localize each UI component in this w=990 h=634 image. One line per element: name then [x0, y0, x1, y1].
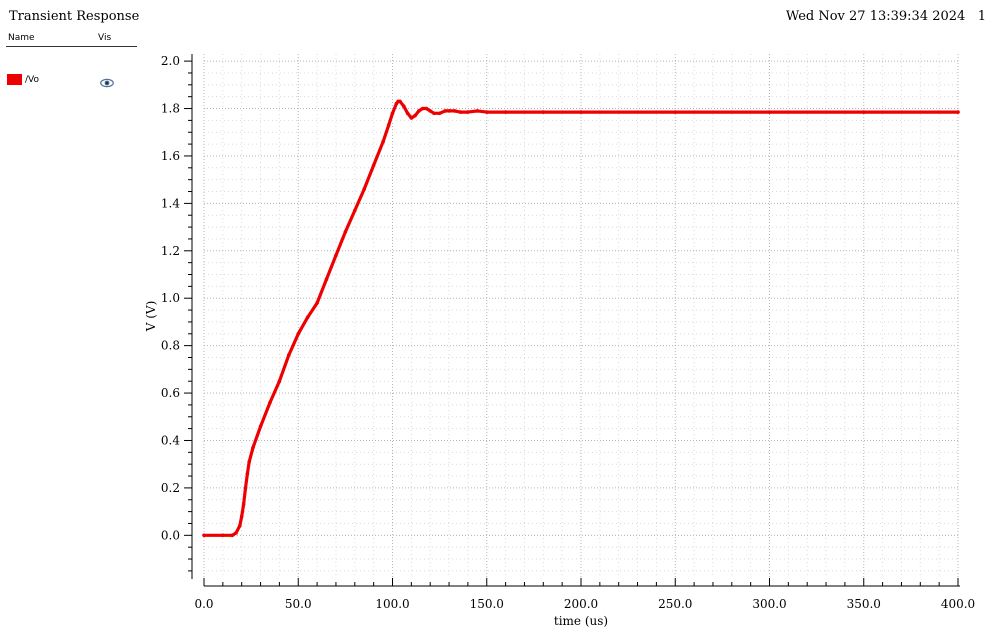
data-point [767, 110, 772, 114]
data-point [386, 123, 391, 127]
data-point [466, 110, 470, 114]
data-point [277, 379, 282, 384]
legend-col-vis: Vis [98, 33, 112, 43]
data-point [447, 109, 451, 113]
data-point [579, 110, 583, 114]
x-axis-label: time (us) [554, 614, 608, 628]
data-point [409, 116, 414, 120]
data-point [390, 111, 395, 116]
y-tick-label: 0.6 [161, 386, 180, 400]
legend-col-name: Name [8, 33, 35, 43]
data-point [420, 106, 425, 111]
data-point [503, 110, 508, 114]
y-tick-label: 1.4 [161, 196, 180, 210]
data-point [485, 110, 489, 114]
tick-marks [184, 60, 959, 586]
x-tick-label: 150.0 [470, 597, 504, 611]
data-point [287, 353, 291, 357]
data-point [315, 301, 319, 305]
data-point [398, 99, 402, 104]
chart-title: Transient Response [9, 9, 140, 24]
data-point [424, 106, 429, 111]
timestamp-text: Wed Nov 27 13:39:34 2024 [785, 9, 966, 24]
data-point [673, 110, 678, 114]
data-point [243, 486, 248, 490]
x-tick-label: 100.0 [375, 597, 409, 611]
data-point [258, 424, 263, 429]
y-axis-label: V (V) [144, 301, 158, 333]
data-point [381, 139, 385, 144]
data-point [353, 208, 357, 213]
data-point [402, 104, 406, 108]
data-point [324, 277, 329, 282]
y-tick-label: 0.0 [161, 528, 180, 542]
data-point [417, 109, 421, 113]
series-layer [202, 99, 960, 538]
legend-item-label: /Vo [25, 75, 39, 85]
data-point [305, 315, 310, 320]
legend-header: Name Vis [6, 33, 137, 47]
grid-lines [203, 54, 959, 578]
x-tick-label: 400.0 [941, 597, 975, 611]
y-tick-label: 1.2 [161, 244, 180, 258]
data-point [405, 111, 410, 116]
data-point [251, 445, 255, 450]
data-point [245, 471, 250, 476]
x-tick-label: 0.0 [194, 597, 213, 611]
data-point [437, 111, 442, 116]
data-point [394, 102, 399, 106]
data-point [334, 253, 338, 258]
x-tick-label: 250.0 [658, 597, 692, 611]
y-tick-label: 2.0 [161, 54, 180, 68]
data-point [956, 110, 960, 114]
data-point [234, 531, 238, 535]
data-point [230, 533, 235, 538]
y-tick-label: 1.0 [161, 291, 180, 305]
page-number: 1 [977, 9, 986, 24]
data-point [428, 109, 433, 113]
data-point [343, 230, 348, 234]
data-point [443, 109, 448, 113]
data-point [862, 110, 866, 114]
data-point [241, 502, 246, 507]
data-point [432, 111, 436, 116]
data-point [202, 533, 206, 538]
y-tick-label: 0.4 [161, 433, 180, 447]
y-tick-label: 0.2 [161, 481, 180, 495]
data-point [239, 514, 244, 519]
data-point [247, 460, 251, 464]
timestamp: Wed Nov 27 13:39:34 2024 1 [786, 9, 986, 24]
data-point [268, 400, 272, 405]
data-point [541, 110, 546, 114]
y-tick-label: 0.8 [161, 339, 180, 353]
data-point [296, 332, 301, 336]
data-point [413, 113, 417, 118]
data-point [371, 163, 376, 168]
y-tick-label: 1.6 [161, 149, 180, 163]
legend-item-vo[interactable]: /Vo [6, 74, 137, 88]
data-point [452, 109, 457, 113]
data-point [475, 109, 480, 113]
x-tick-label: 200.0 [564, 597, 598, 611]
eye-icon[interactable] [100, 74, 114, 93]
x-tick-label: 350.0 [847, 597, 881, 611]
data-point [221, 533, 225, 538]
data-point [458, 110, 463, 114]
legend-color-swatch [7, 74, 22, 85]
x-tick-label: 50.0 [285, 597, 312, 611]
y-tick-label: 1.8 [161, 102, 180, 116]
x-tick-label: 300.0 [752, 597, 786, 611]
data-point [362, 187, 367, 191]
axes [191, 54, 960, 587]
data-point [238, 524, 242, 528]
